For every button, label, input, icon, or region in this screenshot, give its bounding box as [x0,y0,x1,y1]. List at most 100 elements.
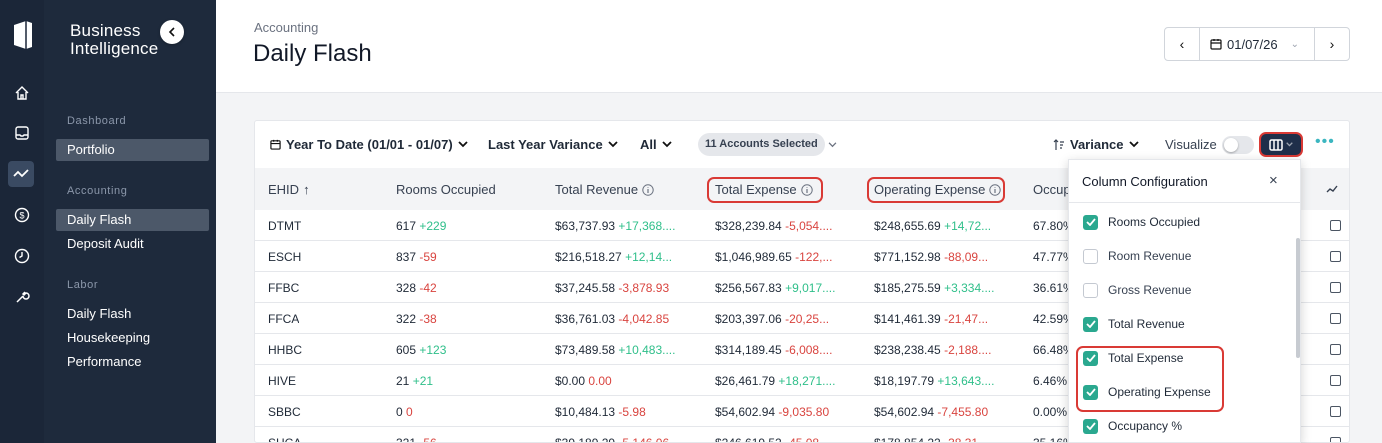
checkbox-checked-icon[interactable] [1083,418,1098,434]
cell-total-revenue-value: $216,518.27 [555,250,622,264]
variance-mode-dropdown[interactable]: Last Year Variance [488,137,618,152]
sort-variance-dropdown[interactable]: Variance [1053,137,1139,152]
cell-operating-expense-variance: -2,188.... [944,343,992,357]
cell-ehid[interactable]: HIVE [268,374,297,388]
cell-occupancy: 35.16% [1033,436,1074,443]
chevron-down-icon [1128,141,1139,148]
col-header-occupancy[interactable]: Occup [1033,182,1071,197]
prev-date-button[interactable]: ‹ [1179,36,1185,52]
chevron-down-icon: ⌄ [1290,38,1299,50]
col-header-total-expense[interactable]: Total Expense [715,182,813,197]
checkbox-checked-icon[interactable] [1083,214,1098,230]
cell-total-revenue-variance: +17,368.... [618,219,676,233]
checkbox-empty-icon[interactable] [1083,282,1098,298]
cell-operating-expense-value: $18,197.79 [874,374,935,388]
cell-operating-expense-variance: -7,455.80 [937,405,989,419]
cell-rooms-occupied: 605 +123 [396,343,546,357]
row-checkbox[interactable] [1330,313,1341,324]
col-header-total-revenue[interactable]: Total Revenue [555,182,654,197]
sort-asc-icon: ↑ [303,182,310,197]
column-option[interactable]: Total Revenue [1083,314,1185,334]
row-checkbox[interactable] [1330,220,1341,231]
row-checkbox[interactable] [1330,406,1341,417]
column-option[interactable]: Gross Revenue [1083,280,1191,300]
table-row: DTMT 617 +229 $63,737.93 +17,368.... $328,2… [255,210,1349,241]
cell-ehid[interactable]: HHBC [268,343,303,357]
col-header-operating-expense[interactable]: Operating Expense [874,182,1001,197]
wrench-icon[interactable] [11,286,33,308]
row-checkbox[interactable] [1330,437,1341,442]
icon-rail: $ [0,0,44,443]
chevron-down-icon[interactable] [828,142,837,148]
row-checkbox[interactable] [1330,251,1341,262]
column-option[interactable]: Occupancy % [1083,416,1182,436]
svg-text:$: $ [19,211,24,221]
period-label: Year To Date (01/01 - 01/07) [286,137,453,152]
cell-total-revenue-variance: +12,14... [625,250,673,264]
scrollbar[interactable] [1296,238,1300,358]
brand-title: Business Intelligence [70,21,159,58]
chevron-down-icon [608,141,618,148]
column-option[interactable]: Total Expense [1083,348,1183,368]
row-checkbox[interactable] [1330,282,1341,293]
cell-rooms-occupied-value: 328 [396,281,417,295]
next-date-button[interactable]: › [1329,36,1335,52]
column-option-label: Room Revenue [1108,249,1192,263]
sidebar-item-housekeeping[interactable]: Housekeeping [67,330,151,345]
cell-ehid[interactable]: ESCH [268,250,302,264]
cell-total-revenue: $73,489.58 +10,483.... [555,343,707,357]
collapse-sidebar-button[interactable] [160,20,184,44]
sidebar-item-accounting-daily-flash[interactable]: Daily Flash [56,209,209,231]
sidebar-item-portfolio[interactable]: Portfolio [56,139,209,161]
cell-ehid[interactable]: DTMT [268,219,302,233]
column-option-label: Gross Revenue [1108,283,1192,297]
breadcrumb[interactable]: Accounting [254,20,319,35]
column-option[interactable]: Rooms Occupied [1083,212,1200,232]
accounts-selected-pill[interactable]: 11 Accounts Selected [698,133,825,156]
cell-rooms-occupied-value: 21 [396,374,410,388]
chevron-down-icon [661,141,672,148]
checkbox-checked-icon[interactable] [1083,350,1098,366]
column-option[interactable]: Room Revenue [1083,246,1191,266]
row-checkbox[interactable] [1330,375,1341,386]
cell-operating-expense: $54,602.94 -7,455.80 [874,405,1026,419]
column-config-panel: Column Configuration × Rooms Occupied Roo… [1068,159,1301,443]
cell-ehid[interactable]: SBBC [268,405,301,419]
cell-total-expense-value: $256,567.83 [715,281,782,295]
col-header-rooms-occupied[interactable]: Rooms Occupied [396,182,496,197]
cell-total-expense: $314,189.45 -6,008.... [715,343,867,357]
checkbox-empty-icon[interactable] [1083,248,1098,264]
cell-total-revenue-value: $63,737.93 [555,219,616,233]
visualize-toggle[interactable] [1222,136,1254,154]
sidebar-item-deposit-audit[interactable]: Deposit Audit [67,236,144,251]
analytics-icon[interactable] [8,161,34,187]
inbox-icon[interactable] [11,122,33,144]
cell-ehid[interactable]: FFCA [268,312,300,326]
sidebar-item-performance[interactable]: Performance [67,354,142,369]
row-checkbox[interactable] [1330,344,1341,355]
period-dropdown[interactable]: Year To Date (01/01 - 01/07) [270,137,468,152]
more-options-icon[interactable]: ••• [1315,133,1335,150]
cell-total-revenue-value: $39,189.29 [555,436,616,443]
checkbox-checked-icon[interactable] [1083,316,1098,332]
cell-ehid[interactable]: FFBC [268,281,300,295]
sidebar-item-labor-daily-flash[interactable]: Daily Flash [67,306,132,321]
cell-ehid[interactable]: SHCA [268,436,302,443]
cell-rooms-occupied-variance: +21 [412,374,434,388]
column-config-button[interactable] [1259,132,1303,157]
chevron-down-icon [1286,142,1293,147]
date-picker[interactable]: 01/07/26 ⌄ [1199,28,1315,60]
cell-operating-expense-value: $248,655.69 [874,219,941,233]
clock-icon[interactable] [11,245,33,267]
cell-total-revenue-value: $0.00 [555,374,586,388]
column-option[interactable]: Operating Expense [1083,382,1211,402]
scope-dropdown[interactable]: All [640,137,672,152]
date-value: 01/07/26 [1227,36,1278,52]
dollar-icon[interactable]: $ [11,204,33,226]
close-icon[interactable]: × [1269,172,1278,189]
col-header-ehid[interactable]: EHID ↑ [268,182,310,197]
trend-icon[interactable] [1326,185,1338,194]
home-icon[interactable] [11,82,33,104]
checkbox-checked-icon[interactable] [1083,384,1098,400]
logo-icon [14,21,32,49]
